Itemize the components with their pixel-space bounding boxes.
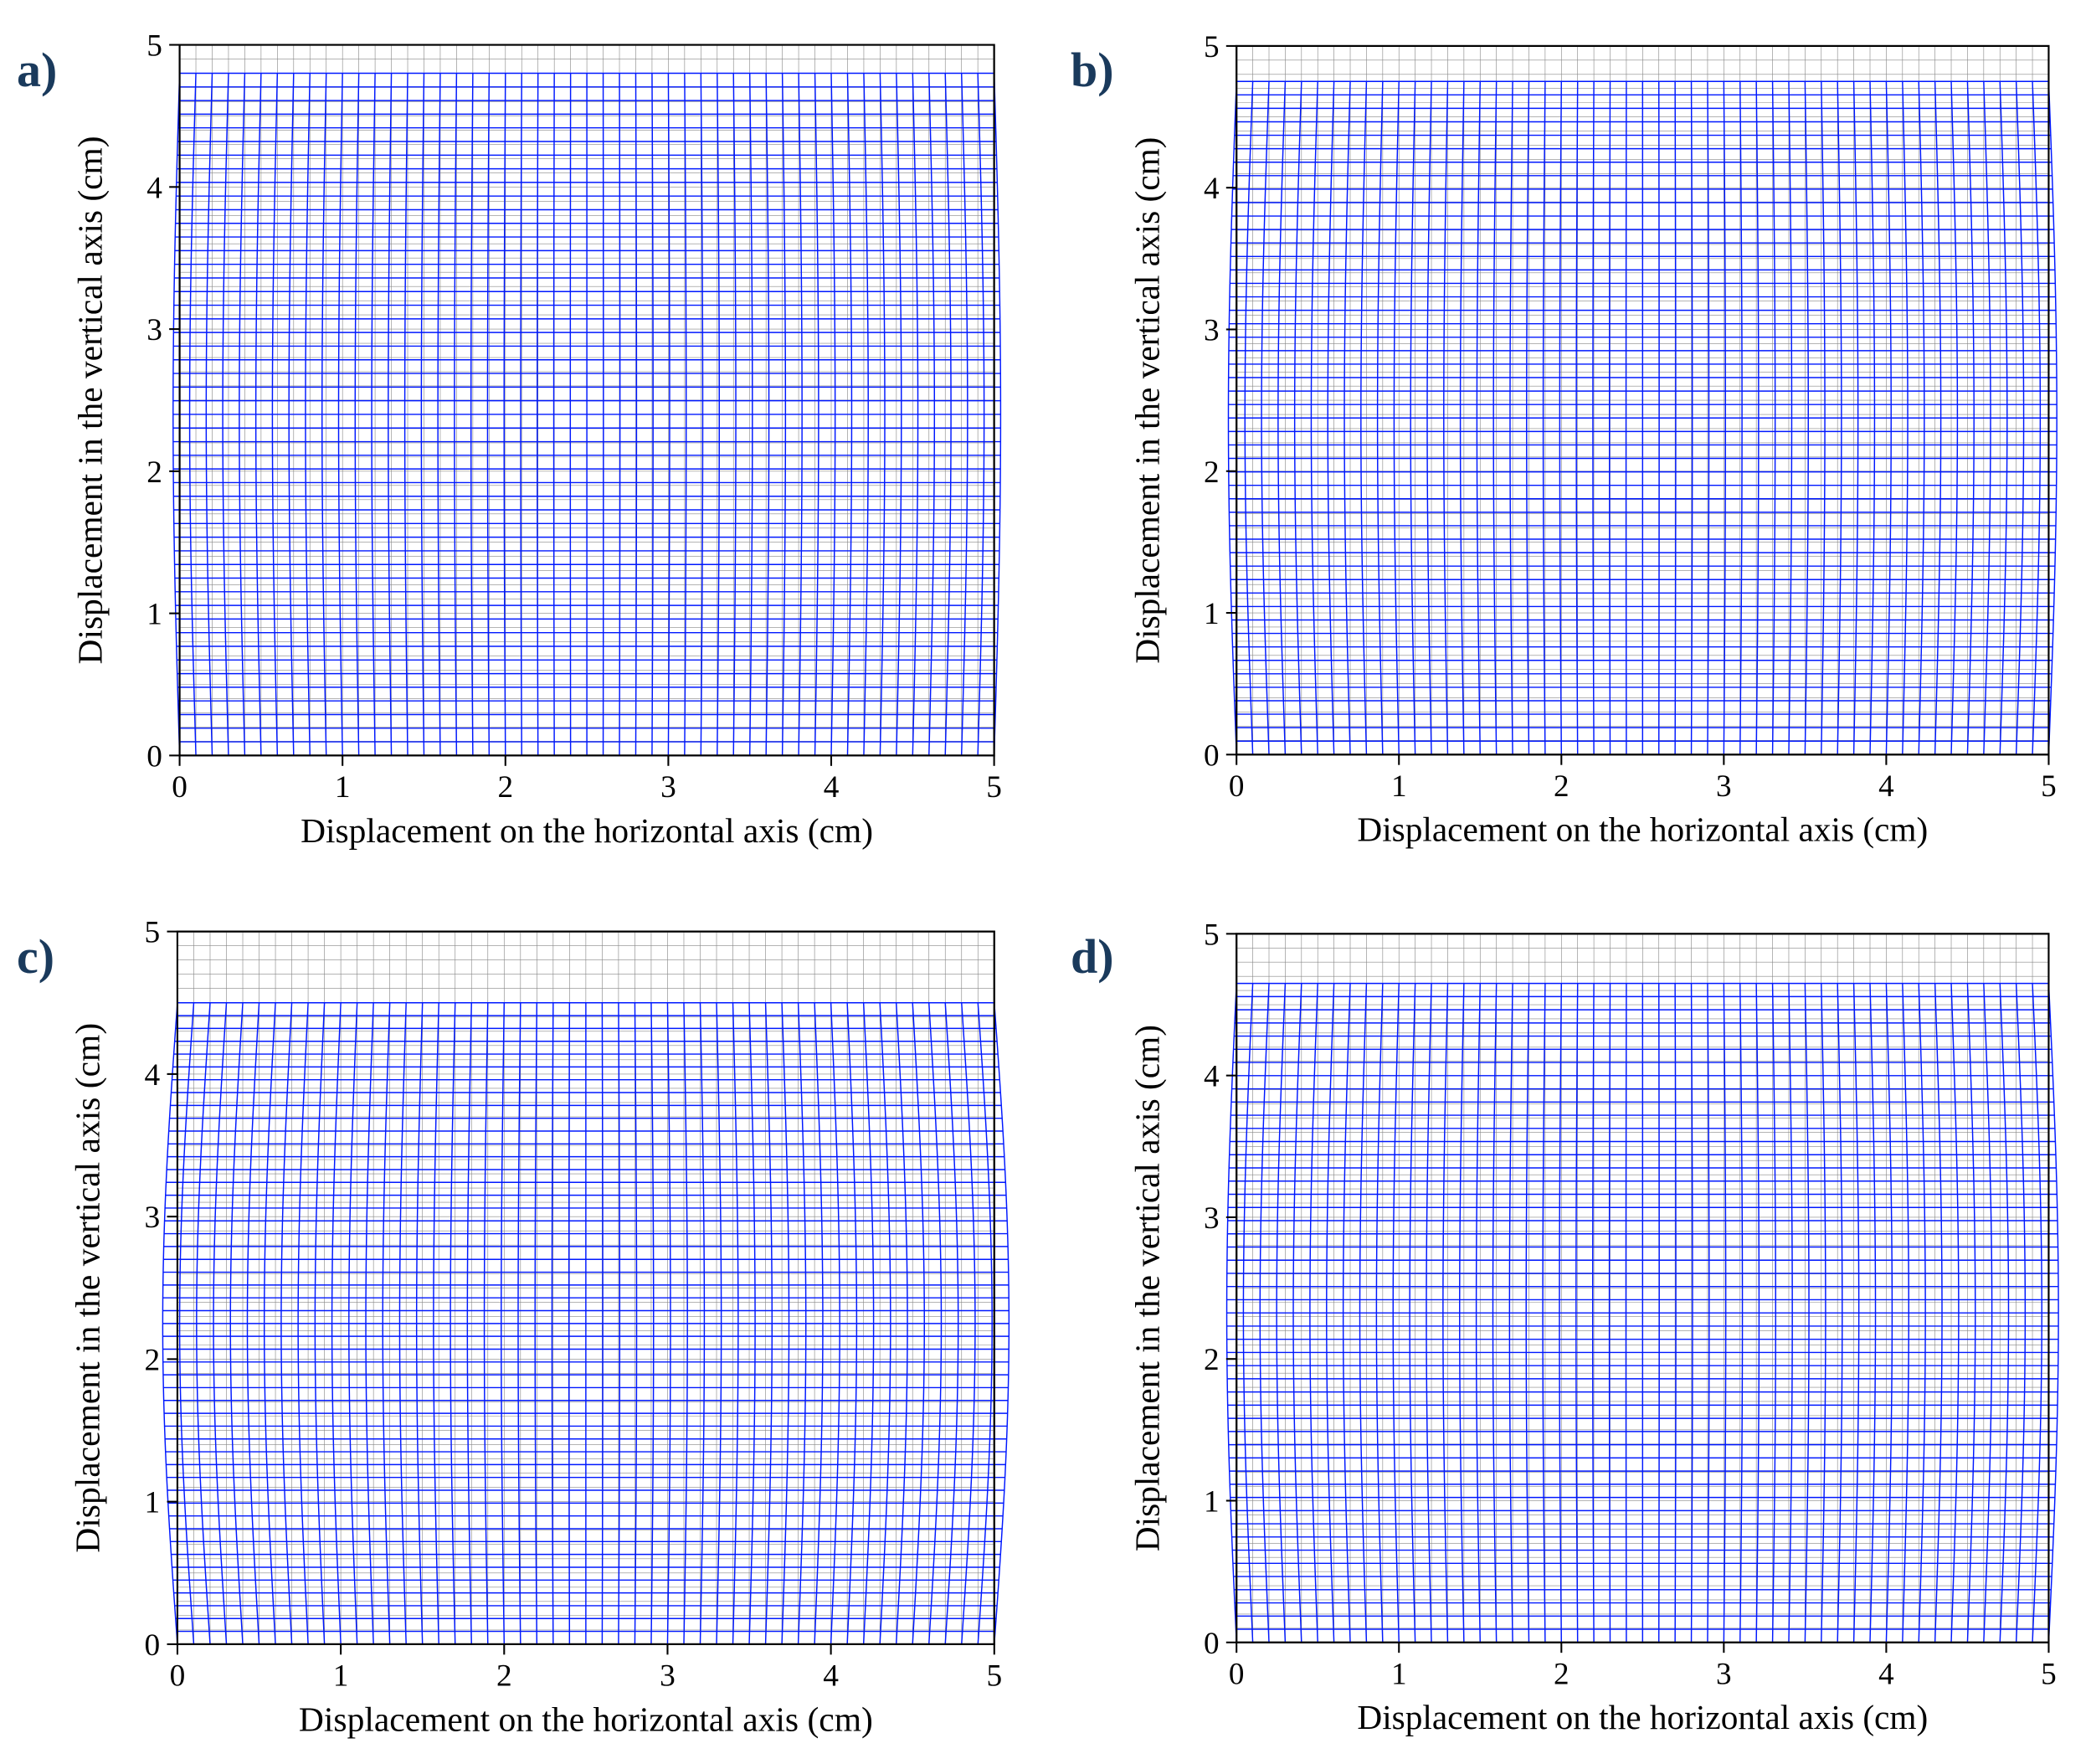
svg-text:3: 3 [660,770,676,805]
svg-text:5: 5 [145,916,161,950]
panel-d-svg: 0 1 2 3 4 5 0 1 2 3 4 5 Displacement on the horizont… [1124,903,2074,1759]
svg-text:4: 4 [147,171,163,205]
svg-text:2: 2 [496,1659,512,1694]
panel-c-svg: 0 1 2 3 4 5 0 1 2 3 4 5 Displacement on the horizont… [64,903,1020,1759]
svg-text:4: 4 [1204,1060,1220,1094]
svg-text:3: 3 [1204,313,1220,347]
svg-text:3: 3 [147,313,163,347]
svg-text:3: 3 [1204,1201,1220,1236]
svg-text:4: 4 [1204,172,1220,206]
svg-text:4: 4 [824,770,840,805]
panel-a-label: a) [17,42,57,98]
svg-text:1: 1 [147,598,163,632]
svg-text:1: 1 [1204,1485,1220,1520]
svg-text:1: 1 [335,770,351,805]
svg-text:4: 4 [823,1659,839,1694]
panel-d: d) 0 1 2 3 4 5 0 1 2 3 4 5 Displacement on the horiz… [1071,903,2074,1759]
svg-text:2: 2 [145,1344,161,1378]
svg-text:2: 2 [1554,769,1570,804]
svg-text:Displacement in the vertical a: Displacement in the vertical axis (cm) [1128,137,1167,664]
panel-b: b) 0 1 2 3 4 5 0 1 2 3 4 5 Displacement on the horiz… [1071,17,2074,870]
panel-b-svg: 0 1 2 3 4 5 0 1 2 3 4 5 Displacement on the horizont… [1124,17,2074,870]
panel-b-label: b) [1071,42,1114,98]
svg-text:0: 0 [1228,769,1244,804]
svg-text:0: 0 [145,1628,161,1663]
panel-a: a) 0 1 2 3 4 5 0 1 2 3 4 5 Displacement on the horiz… [17,17,1020,870]
panel-a-svg: 0 1 2 3 4 5 0 1 2 3 4 5 Displacement on the horizont… [67,17,1020,870]
panel-c-label: c) [17,928,54,985]
panel-c: c) 0 1 2 3 4 5 0 1 2 3 4 5 Displacement on the horiz… [17,903,1020,1759]
svg-text:2: 2 [498,770,514,805]
svg-text:0: 0 [172,770,188,805]
svg-text:2: 2 [1204,1344,1220,1378]
svg-text:3: 3 [660,1659,676,1694]
svg-text:5: 5 [987,1659,1003,1694]
svg-text:4: 4 [1878,769,1894,804]
svg-text:Displacement on the horizontal: Displacement on the horizontal axis (cm) [1357,810,1928,850]
figure-grid: a) 0 1 2 3 4 5 0 1 2 3 4 5 Displacement on the horiz… [17,17,2074,1733]
svg-text:3: 3 [1716,769,1732,804]
svg-text:Displacement on the horizontal: Displacement on the horizontal axis (cm) [1357,1698,1928,1737]
svg-text:5: 5 [2041,769,2057,804]
svg-text:0: 0 [170,1659,186,1694]
svg-text:1: 1 [1391,1658,1407,1692]
svg-text:Displacement on the horizontal: Displacement on the horizontal axis (cm) [301,811,873,851]
svg-text:3: 3 [145,1201,161,1236]
svg-text:5: 5 [147,29,163,64]
svg-text:5: 5 [2041,1658,2057,1692]
svg-text:Displacement on the horizontal: Displacement on the horizontal axis (cm) [299,1700,873,1740]
svg-text:0: 0 [1204,738,1220,773]
svg-text:3: 3 [1716,1658,1732,1692]
svg-text:4: 4 [145,1058,161,1093]
svg-text:0: 0 [147,739,163,774]
svg-text:5: 5 [987,770,1003,805]
svg-text:5: 5 [1204,30,1220,64]
panel-d-label: d) [1071,928,1114,985]
svg-text:2: 2 [147,455,163,490]
svg-text:0: 0 [1228,1658,1244,1692]
svg-text:0: 0 [1204,1627,1220,1661]
svg-text:2: 2 [1554,1658,1570,1692]
svg-text:1: 1 [333,1659,349,1694]
svg-text:1: 1 [145,1486,161,1520]
svg-text:Displacement in the vertical a: Displacement in the vertical axis (cm) [71,136,110,664]
svg-text:4: 4 [1878,1658,1894,1692]
svg-text:2: 2 [1204,455,1220,490]
svg-text:5: 5 [1204,918,1220,953]
svg-text:Displacement in the vertical a: Displacement in the vertical axis (cm) [1128,1025,1167,1551]
svg-text:1: 1 [1391,769,1407,804]
svg-text:Displacement in the vertical a: Displacement in the vertical axis (cm) [69,1023,108,1553]
svg-text:1: 1 [1204,597,1220,631]
